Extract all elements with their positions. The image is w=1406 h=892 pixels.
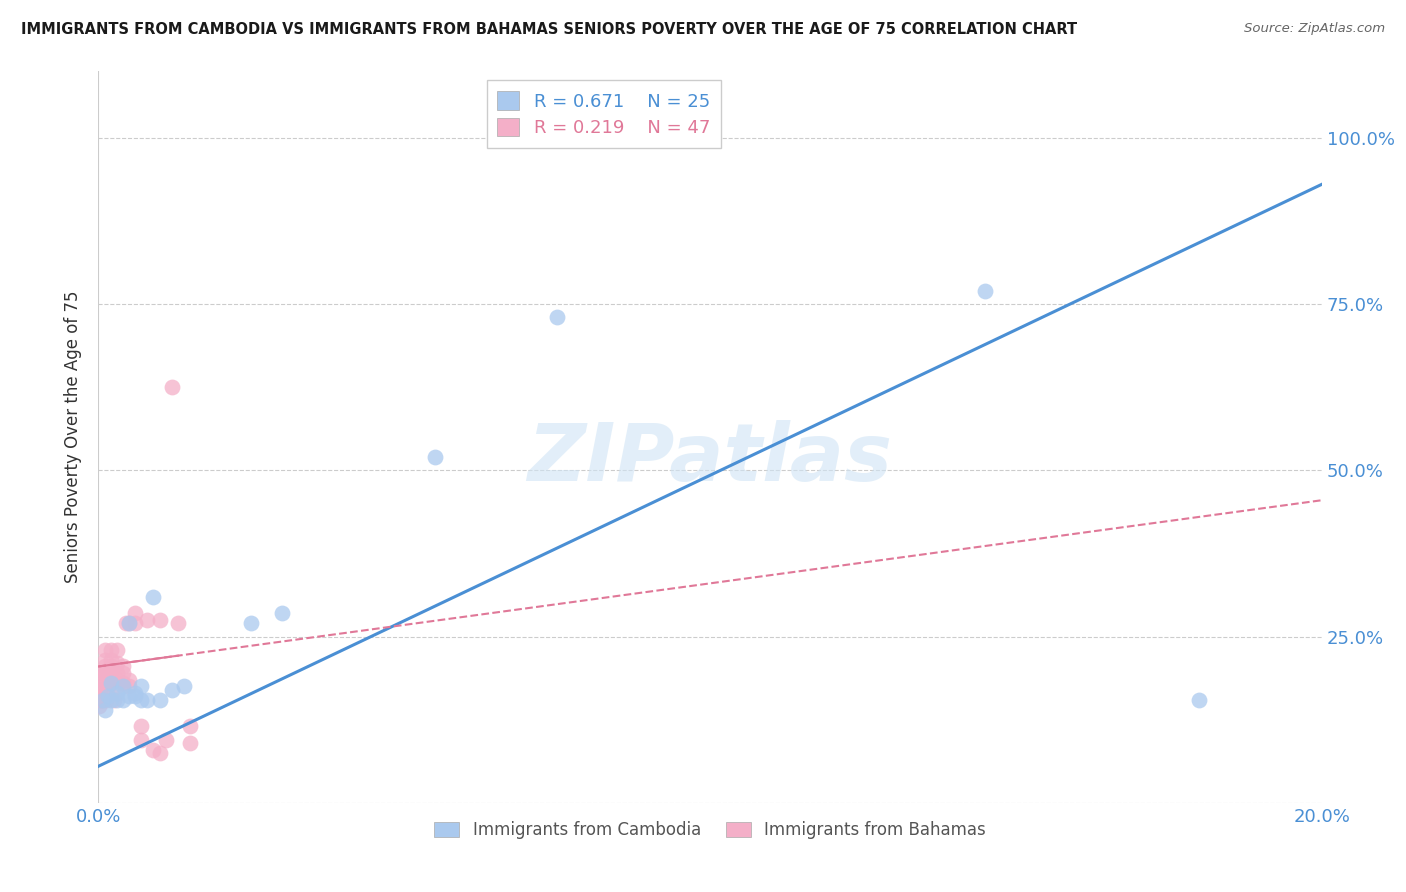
Point bbox=[93, 666, 115, 681]
Point bbox=[105, 680, 128, 694]
Text: Source: ZipAtlas.com: Source: ZipAtlas.com bbox=[1244, 22, 1385, 36]
Point bbox=[118, 616, 141, 631]
Point bbox=[93, 703, 115, 717]
Point bbox=[179, 736, 201, 750]
Point bbox=[129, 680, 152, 694]
Point bbox=[105, 643, 128, 657]
Point bbox=[111, 692, 134, 706]
Point bbox=[118, 690, 141, 704]
Point bbox=[91, 680, 114, 694]
Point bbox=[167, 616, 190, 631]
Point bbox=[129, 732, 152, 747]
Point bbox=[93, 643, 115, 657]
Point bbox=[97, 680, 120, 694]
Point bbox=[94, 692, 117, 706]
Point bbox=[699, 118, 721, 132]
Point bbox=[149, 692, 172, 706]
Point bbox=[87, 699, 110, 714]
Point bbox=[100, 653, 122, 667]
Point bbox=[105, 692, 128, 706]
Point bbox=[100, 692, 122, 706]
Point bbox=[142, 742, 165, 756]
Point bbox=[240, 616, 263, 631]
Point bbox=[118, 616, 141, 631]
Point bbox=[93, 659, 115, 673]
Y-axis label: Seniors Poverty Over the Age of 75: Seniors Poverty Over the Age of 75 bbox=[65, 291, 83, 583]
Point bbox=[91, 692, 114, 706]
Point bbox=[103, 692, 125, 706]
Point bbox=[100, 676, 122, 690]
Point bbox=[90, 692, 112, 706]
Point bbox=[90, 692, 112, 706]
Point bbox=[129, 719, 152, 733]
Legend: Immigrants from Cambodia, Immigrants from Bahamas: Immigrants from Cambodia, Immigrants fro… bbox=[427, 814, 993, 846]
Point bbox=[91, 669, 114, 683]
Point bbox=[100, 643, 122, 657]
Point bbox=[546, 310, 568, 325]
Point bbox=[136, 692, 159, 706]
Point bbox=[160, 682, 183, 697]
Point bbox=[136, 613, 159, 627]
Point bbox=[423, 450, 446, 464]
Point bbox=[93, 676, 115, 690]
Point bbox=[124, 686, 146, 700]
Point bbox=[89, 682, 111, 697]
Point bbox=[111, 680, 134, 694]
Point bbox=[97, 669, 120, 683]
Point bbox=[97, 690, 120, 704]
Point bbox=[111, 666, 134, 681]
Point bbox=[160, 380, 183, 394]
Point bbox=[124, 690, 146, 704]
Point bbox=[100, 659, 122, 673]
Point bbox=[115, 616, 138, 631]
Point bbox=[155, 732, 177, 747]
Point bbox=[105, 686, 128, 700]
Point bbox=[270, 607, 292, 621]
Point bbox=[96, 686, 118, 700]
Point bbox=[173, 680, 195, 694]
Point bbox=[100, 666, 122, 681]
Point bbox=[142, 590, 165, 604]
Point bbox=[118, 673, 141, 687]
Point bbox=[974, 284, 997, 298]
Point bbox=[149, 613, 172, 627]
Point bbox=[179, 719, 201, 733]
Point bbox=[1188, 692, 1211, 706]
Point bbox=[149, 746, 172, 760]
Point bbox=[105, 666, 128, 681]
Point bbox=[124, 616, 146, 631]
Point bbox=[111, 659, 134, 673]
Point bbox=[93, 653, 115, 667]
Point bbox=[91, 666, 114, 681]
Point bbox=[105, 673, 128, 687]
Text: IMMIGRANTS FROM CAMBODIA VS IMMIGRANTS FROM BAHAMAS SENIORS POVERTY OVER THE AGE: IMMIGRANTS FROM CAMBODIA VS IMMIGRANTS F… bbox=[21, 22, 1077, 37]
Point bbox=[89, 690, 111, 704]
Point bbox=[129, 692, 152, 706]
Point bbox=[105, 656, 128, 670]
Point bbox=[111, 676, 134, 690]
Point bbox=[118, 680, 141, 694]
Text: ZIPatlas: ZIPatlas bbox=[527, 420, 893, 498]
Point bbox=[124, 607, 146, 621]
